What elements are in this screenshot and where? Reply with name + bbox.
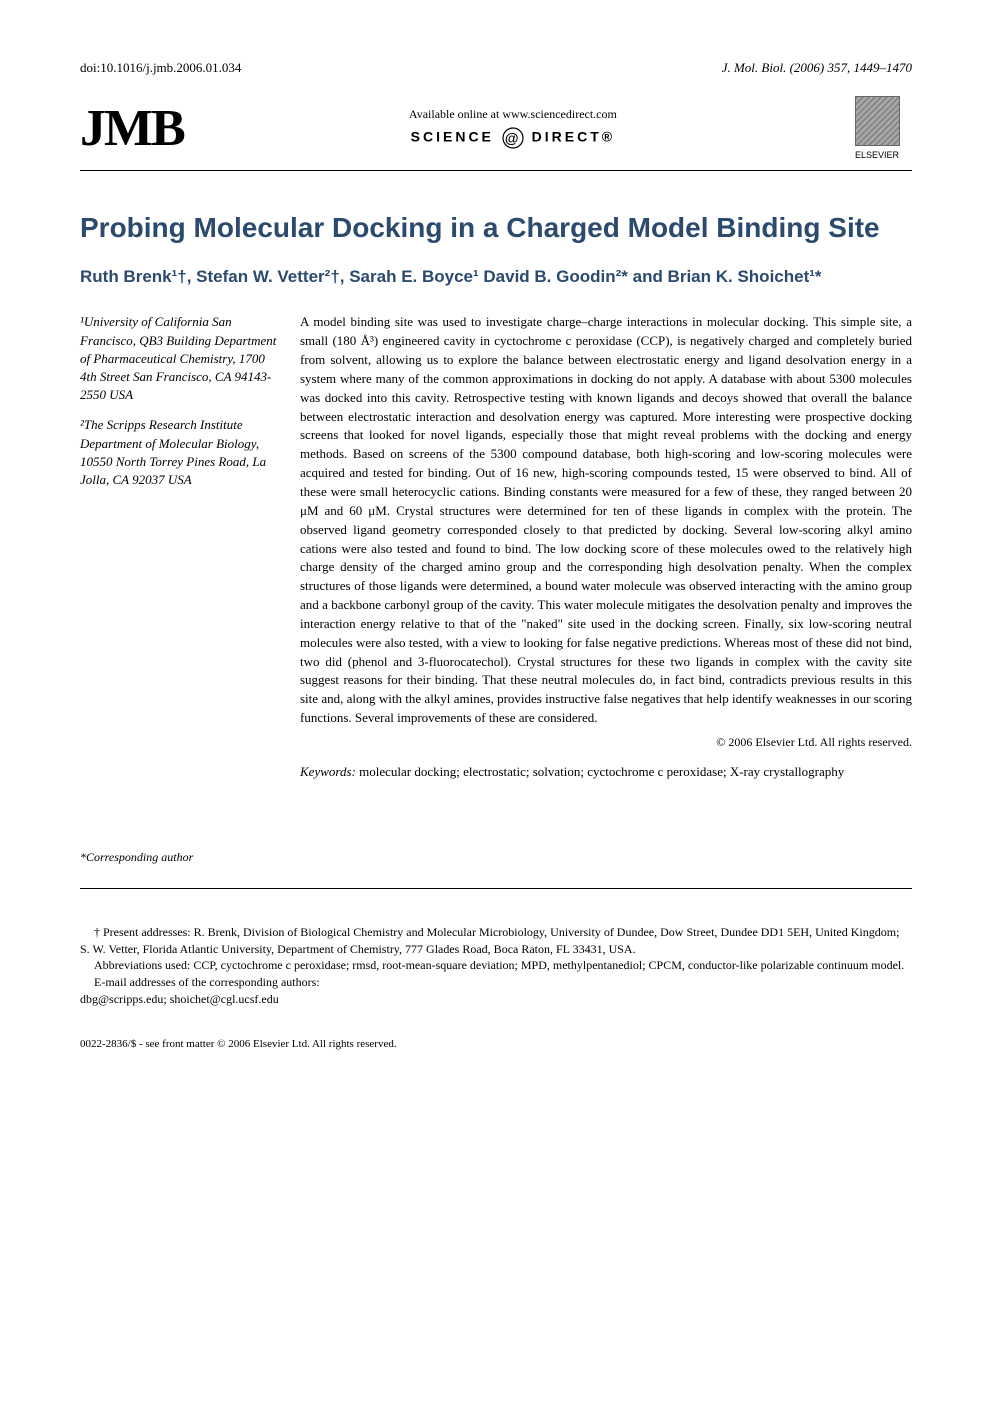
journal-reference: J. Mol. Biol. (2006) 357, 1449–1470 (722, 60, 912, 76)
jmb-logo: JMB (80, 99, 184, 158)
email-label-footnote: E-mail addresses of the corresponding au… (80, 974, 912, 991)
direct-text: DIRECT® (532, 128, 615, 144)
science-direct-text: SCIENCE (411, 128, 494, 144)
elsevier-tree-icon (855, 96, 900, 146)
center-header: Available online at www.sciencedirect.co… (184, 107, 842, 150)
keywords-label: Keywords: (300, 764, 356, 779)
corresponding-author-note: *Corresponding author (80, 849, 280, 866)
affiliation-1: ¹University of California San Francisco,… (80, 313, 280, 404)
footnotes-section: † Present addresses: R. Brenk, Division … (80, 924, 912, 1008)
svg-text:@: @ (504, 130, 521, 146)
online-availability-text: Available online at www.sciencedirect.co… (184, 107, 842, 122)
author-list: Ruth Brenk¹†, Stefan W. Vetter²†, Sarah … (80, 265, 912, 289)
elsevier-block: ELSEVIER (842, 96, 912, 160)
abbreviations-footnote: Abbreviations used: CCP, cyctochrome c p… (80, 957, 912, 974)
doi-text: doi:10.1016/j.jmb.2006.01.034 (80, 60, 241, 76)
article-title: Probing Molecular Docking in a Charged M… (80, 211, 912, 245)
elsevier-label: ELSEVIER (842, 150, 912, 160)
present-addresses-footnote: † Present addresses: R. Brenk, Division … (80, 924, 912, 958)
at-swirl-icon: @ (501, 126, 525, 150)
journal-header: JMB Available online at www.sciencedirec… (80, 96, 912, 171)
keywords-text: molecular docking; electrostatic; solvat… (359, 764, 844, 779)
bottom-copyright: 0022-2836/$ - see front matter © 2006 El… (80, 1038, 912, 1050)
affiliation-2: ²The Scripps Research Institute Departme… (80, 416, 280, 489)
copyright-line: © 2006 Elsevier Ltd. All rights reserved… (300, 734, 912, 751)
affiliations-column: ¹University of California San Francisco,… (80, 313, 280, 877)
abstract-text: A model binding site was used to investi… (300, 313, 912, 728)
corresponding-emails: dbg@scripps.edu; shoichet@cgl.ucsf.edu (80, 991, 912, 1008)
abstract-column: A model binding site was used to investi… (300, 313, 912, 877)
keywords-block: Keywords: molecular docking; electrostat… (300, 763, 912, 781)
science-direct-logo: SCIENCE @ DIRECT® (184, 126, 842, 150)
